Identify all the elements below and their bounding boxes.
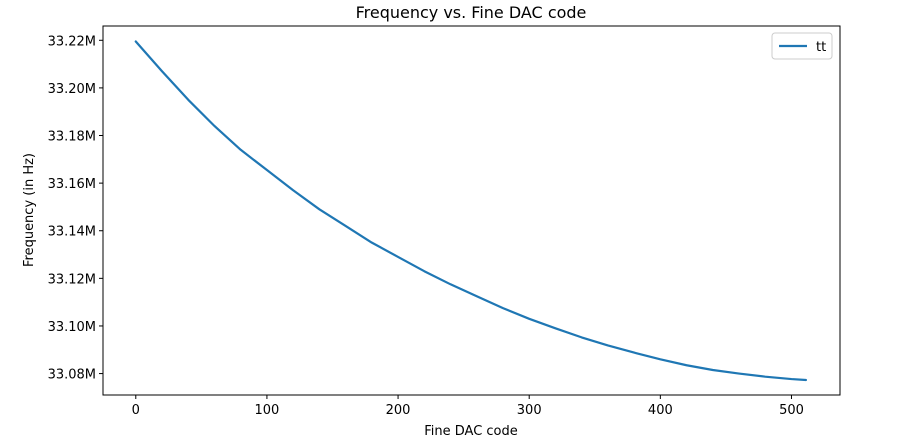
y-tick-label: 33.12M bbox=[48, 272, 96, 287]
y-axis-label: Frequency (in Hz) bbox=[22, 153, 37, 267]
y-tick-label: 33.08M bbox=[48, 368, 96, 383]
chart-title: Frequency vs. Fine DAC code bbox=[356, 3, 587, 22]
y-tick-label: 33.14M bbox=[48, 225, 96, 240]
x-tick-label: 400 bbox=[648, 403, 673, 418]
y-tick-label: 33.10M bbox=[48, 320, 96, 335]
x-tick-label: 500 bbox=[779, 403, 804, 418]
legend-label: tt bbox=[816, 40, 826, 55]
y-tick-label: 33.20M bbox=[48, 82, 96, 97]
x-tick-label: 300 bbox=[517, 403, 542, 418]
x-tick-label: 0 bbox=[132, 403, 140, 418]
y-tick-label: 33.22M bbox=[48, 34, 96, 49]
y-tick-label: 33.16M bbox=[48, 177, 96, 192]
frame-layer bbox=[102, 25, 841, 396]
legend: tt bbox=[771, 32, 833, 60]
axes-layer: 0 100 200 300 400 500 33.08M 33.10M 33.12M 33.14M… bbox=[48, 34, 804, 418]
x-axis-label: Fine DAC code bbox=[424, 424, 518, 439]
x-tick-label: 200 bbox=[386, 403, 411, 418]
series-layer bbox=[134, 40, 808, 382]
plot-frame bbox=[102, 25, 841, 396]
y-tick-label: 33.18M bbox=[48, 130, 96, 145]
x-tick-label: 100 bbox=[255, 403, 280, 418]
series-line-tt bbox=[134, 40, 808, 382]
